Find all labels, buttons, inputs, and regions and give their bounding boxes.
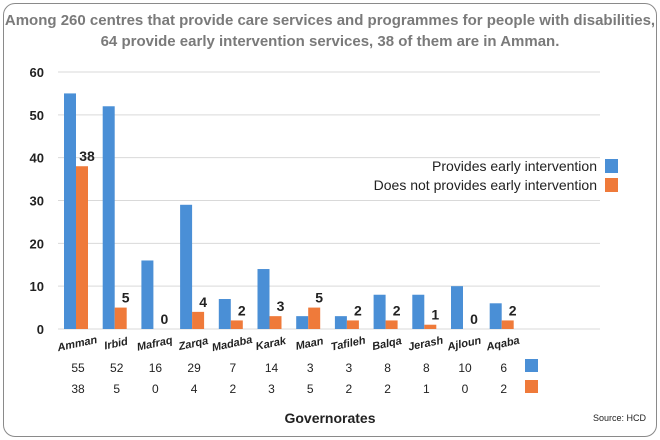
data-label: 38: [79, 148, 95, 164]
title-line-1: Among 260 centres that provide care serv…: [4, 12, 656, 29]
table-value-does-not-provide: 0: [462, 382, 469, 396]
x-axis-title: Governorates: [284, 410, 375, 426]
chart-title: Among 260 centres that provide care serv…: [0, 10, 660, 52]
table-value-provides: 16: [149, 361, 163, 375]
bar-provides: [296, 316, 309, 329]
bar-provides: [102, 106, 115, 330]
bar-provides: [412, 294, 425, 329]
table-swatch-does-not-provide: [525, 380, 538, 393]
table-value-provides: 55: [71, 361, 85, 375]
bar-does-not-provide: [346, 320, 359, 329]
x-tick-label: Jerash: [407, 334, 444, 353]
table-value-provides: 8: [384, 361, 391, 375]
data-label: 2: [393, 302, 401, 318]
x-tick-label: Aqaba: [484, 335, 520, 354]
y-tick-label: 50: [30, 108, 44, 123]
x-tick-label: Maan: [295, 335, 325, 353]
source-note: Source: HCD: [592, 413, 646, 423]
y-tick-label: 20: [30, 236, 44, 251]
table-value-provides: 6: [500, 361, 507, 375]
x-tick-label: Mafraq: [136, 334, 174, 353]
data-label: 1: [431, 307, 439, 323]
table-value-does-not-provide: 5: [113, 382, 120, 396]
table-value-does-not-provide: 0: [152, 382, 159, 396]
table-value-does-not-provide: 2: [384, 382, 391, 396]
bar-does-not-provide: [114, 307, 127, 329]
table-value-does-not-provide: 2: [229, 382, 236, 396]
table-value-does-not-provide: 5: [307, 382, 314, 396]
bar-provides: [489, 303, 502, 329]
table-value-provides: 8: [423, 361, 430, 375]
x-tick-label: Ajloun: [445, 335, 482, 354]
table-value-provides: 7: [229, 361, 236, 375]
bar-provides: [451, 286, 463, 329]
x-tick-label: Karak: [255, 335, 288, 353]
legend-label: Provides early intervention: [432, 158, 597, 174]
data-label: 3: [277, 298, 285, 314]
bar-provides: [257, 269, 270, 329]
bar-does-not-provide: [308, 307, 321, 329]
table-value-does-not-provide: 4: [191, 382, 198, 396]
bar-does-not-provide: [385, 320, 398, 329]
legend-label: Does not provides early intervention: [374, 177, 597, 193]
x-tick-label: Zarqa: [177, 335, 210, 353]
bar-provides: [373, 294, 386, 329]
bar-provides: [334, 316, 347, 329]
table-value-does-not-provide: 2: [346, 382, 353, 396]
y-tick-label: 30: [30, 194, 44, 209]
bar-provides: [218, 299, 231, 329]
x-tick-label: Madaba: [211, 334, 254, 354]
table-value-provides: 29: [187, 361, 201, 375]
data-label: 2: [354, 302, 362, 318]
bar-does-not-provide: [230, 320, 243, 329]
data-label: 5: [122, 290, 130, 306]
x-tick-label: Balqa: [371, 335, 403, 353]
table-value-does-not-provide: 2: [500, 382, 507, 396]
data-label: 0: [161, 311, 169, 327]
data-label: 2: [238, 302, 246, 318]
y-tick-label: 10: [30, 279, 44, 294]
data-label: 5: [315, 290, 323, 306]
x-tick-label: Amman: [55, 334, 98, 354]
table-value-does-not-provide: 1: [423, 382, 430, 396]
bar-provides: [141, 260, 154, 329]
bar-does-not-provide: [76, 166, 88, 329]
x-tick-label: Tafileh: [330, 334, 367, 353]
table-value-does-not-provide: 38: [71, 382, 85, 396]
x-tick-label: Irbid: [103, 336, 129, 353]
data-label: 0: [470, 311, 478, 327]
table-value-provides: 3: [307, 361, 314, 375]
bar-provides: [180, 204, 193, 329]
bar-does-not-provide: [501, 320, 514, 329]
table-swatch-provides: [525, 359, 538, 372]
legend-swatch: [605, 159, 618, 173]
data-label: 2: [509, 302, 517, 318]
legend-swatch: [605, 178, 618, 192]
title-line-2: 64 provide early intervention services, …: [100, 33, 560, 50]
y-tick-label: 40: [30, 151, 44, 166]
y-tick-label: 60: [30, 65, 44, 80]
y-tick-label: 0: [37, 322, 44, 337]
table-value-provides: 10: [458, 361, 472, 375]
bar-does-not-provide: [424, 324, 437, 329]
table-value-provides: 3: [346, 361, 353, 375]
bar-does-not-provide: [269, 316, 282, 329]
table-value-provides: 52: [110, 361, 124, 375]
bar-does-not-provide: [192, 311, 205, 329]
data-label: 4: [199, 294, 207, 310]
table-value-provides: 14: [265, 361, 279, 375]
table-value-does-not-provide: 3: [268, 382, 275, 396]
bar-provides: [64, 93, 76, 330]
